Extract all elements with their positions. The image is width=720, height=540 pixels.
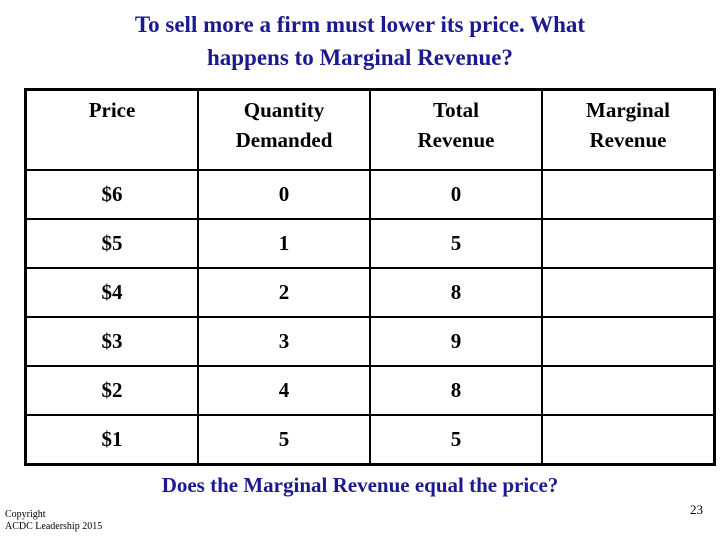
cell-marginal-revenue: [541, 316, 716, 367]
cell-total-revenue: 5: [369, 218, 543, 269]
cell-quantity-demanded: 2: [197, 267, 371, 318]
copyright-text: Copyright ACDC Leadership 2015: [5, 509, 103, 532]
cell-quantity-demanded: 1: [197, 218, 371, 269]
cell-quantity-demanded: 0: [197, 169, 371, 220]
revenue-table-header: Price Quantity Demanded Total Revenue Ma…: [24, 88, 716, 171]
slide-title-line-2: happens to Marginal Revenue?: [206, 45, 514, 70]
cell-marginal-revenue: [541, 218, 716, 269]
column-header-marginal-revenue: Marginal Revenue: [541, 88, 716, 171]
page-number: 23: [690, 502, 703, 517]
table-row: $2 4 8: [24, 365, 716, 416]
cell-marginal-revenue: [541, 414, 716, 466]
table-row: $5 1 5: [24, 218, 716, 269]
header-row: Price Quantity Demanded Total Revenue Ma…: [24, 88, 716, 171]
cell-marginal-revenue: [541, 365, 716, 416]
table-row: $1 5 5: [24, 414, 716, 466]
cell-marginal-revenue: [541, 267, 716, 318]
revenue-table-body: $6 0 0 $5 1 5 $4 2 8 $3 3 9: [24, 169, 716, 466]
slide-title: To sell more a firm must lower its price…: [0, 8, 720, 74]
cell-price: $1: [24, 414, 199, 466]
cell-price: $4: [24, 267, 199, 318]
cell-marginal-revenue: [541, 169, 716, 220]
column-header-quantity-demanded: Quantity Demanded: [197, 88, 371, 171]
table-row: $6 0 0: [24, 169, 716, 220]
cell-total-revenue: 8: [369, 365, 543, 416]
table-row: $3 3 9: [24, 316, 716, 367]
revenue-table: Price Quantity Demanded Total Revenue Ma…: [24, 88, 716, 466]
cell-total-revenue: 8: [369, 267, 543, 318]
question-text: Does the Marginal Revenue equal the pric…: [161, 473, 559, 497]
cell-price: $3: [24, 316, 199, 367]
cell-quantity-demanded: 5: [197, 414, 371, 466]
slide-title-line-1: To sell more a firm must lower its price…: [134, 12, 586, 37]
cell-total-revenue: 5: [369, 414, 543, 466]
cell-price: $5: [24, 218, 199, 269]
cell-total-revenue: 0: [369, 169, 543, 220]
column-header-total-revenue: Total Revenue: [369, 88, 543, 171]
column-header-price: Price: [24, 88, 199, 171]
cell-quantity-demanded: 3: [197, 316, 371, 367]
table-row: $4 2 8: [24, 267, 716, 318]
cell-price: $2: [24, 365, 199, 416]
cell-price: $6: [24, 169, 199, 220]
cell-quantity-demanded: 4: [197, 365, 371, 416]
cell-total-revenue: 9: [369, 316, 543, 367]
